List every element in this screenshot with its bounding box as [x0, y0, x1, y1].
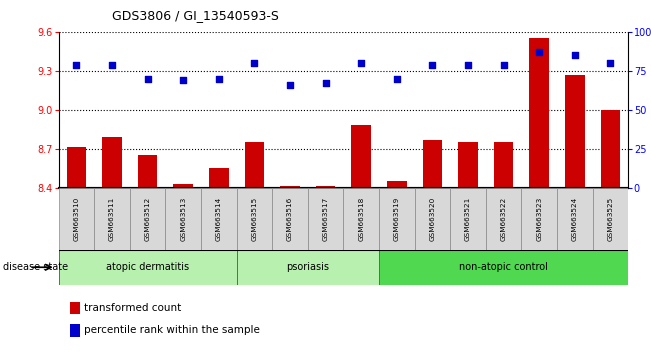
- Bar: [415, 188, 450, 250]
- Text: GSM663513: GSM663513: [180, 196, 186, 241]
- Bar: [557, 188, 592, 250]
- Point: [249, 60, 260, 66]
- Point: [320, 80, 331, 86]
- Bar: [601, 110, 620, 188]
- Point: [534, 49, 544, 55]
- Text: GSM663510: GSM663510: [74, 196, 79, 241]
- Bar: [379, 250, 628, 285]
- Point: [499, 62, 509, 67]
- Bar: [458, 142, 478, 188]
- Bar: [236, 188, 272, 250]
- Bar: [94, 188, 130, 250]
- Bar: [272, 188, 308, 250]
- Text: GSM663515: GSM663515: [251, 196, 257, 241]
- Bar: [70, 302, 80, 314]
- Text: GSM663524: GSM663524: [572, 196, 578, 241]
- Bar: [379, 188, 415, 250]
- Bar: [387, 181, 407, 188]
- Text: GSM663511: GSM663511: [109, 196, 115, 241]
- Text: GSM663523: GSM663523: [536, 196, 542, 241]
- Bar: [521, 188, 557, 250]
- Point: [427, 62, 437, 67]
- Point: [392, 76, 402, 81]
- Bar: [565, 75, 585, 188]
- Bar: [450, 188, 486, 250]
- Bar: [59, 188, 94, 250]
- Bar: [352, 125, 371, 188]
- Text: GSM663522: GSM663522: [501, 196, 506, 241]
- Bar: [316, 186, 335, 188]
- Bar: [308, 188, 344, 250]
- Text: percentile rank within the sample: percentile rank within the sample: [84, 325, 260, 336]
- Text: GSM663516: GSM663516: [287, 196, 293, 241]
- Point: [463, 62, 473, 67]
- Point: [356, 60, 367, 66]
- Bar: [494, 142, 514, 188]
- Bar: [130, 188, 165, 250]
- Point: [143, 76, 153, 81]
- Bar: [66, 147, 86, 188]
- Bar: [486, 188, 521, 250]
- Text: GSM663514: GSM663514: [215, 196, 222, 241]
- Point: [284, 82, 295, 88]
- Point: [71, 62, 81, 67]
- Point: [214, 76, 224, 81]
- Text: GSM663512: GSM663512: [145, 196, 150, 241]
- Bar: [173, 184, 193, 188]
- Bar: [422, 139, 442, 188]
- Bar: [165, 188, 201, 250]
- Text: GDS3806 / GI_13540593-S: GDS3806 / GI_13540593-S: [112, 9, 279, 22]
- Bar: [236, 250, 379, 285]
- Text: disease state: disease state: [3, 262, 68, 272]
- Bar: [245, 142, 264, 188]
- Point: [178, 77, 188, 83]
- Point: [107, 62, 117, 67]
- Point: [605, 60, 616, 66]
- Bar: [280, 186, 300, 188]
- Bar: [344, 188, 379, 250]
- Bar: [70, 324, 80, 337]
- Bar: [592, 188, 628, 250]
- Point: [570, 52, 580, 58]
- Text: psoriasis: psoriasis: [286, 262, 329, 272]
- Text: non-atopic control: non-atopic control: [459, 262, 548, 272]
- Bar: [201, 188, 236, 250]
- Bar: [59, 250, 236, 285]
- Text: GSM663517: GSM663517: [323, 196, 329, 241]
- Text: atopic dermatitis: atopic dermatitis: [106, 262, 189, 272]
- Text: transformed count: transformed count: [84, 303, 182, 313]
- Bar: [102, 137, 122, 188]
- Text: GSM663520: GSM663520: [430, 196, 436, 241]
- Bar: [529, 38, 549, 188]
- Text: GSM663521: GSM663521: [465, 196, 471, 241]
- Text: GSM663525: GSM663525: [607, 196, 613, 241]
- Bar: [209, 168, 229, 188]
- Text: GSM663519: GSM663519: [394, 196, 400, 241]
- Text: GSM663518: GSM663518: [358, 196, 364, 241]
- Bar: [138, 155, 158, 188]
